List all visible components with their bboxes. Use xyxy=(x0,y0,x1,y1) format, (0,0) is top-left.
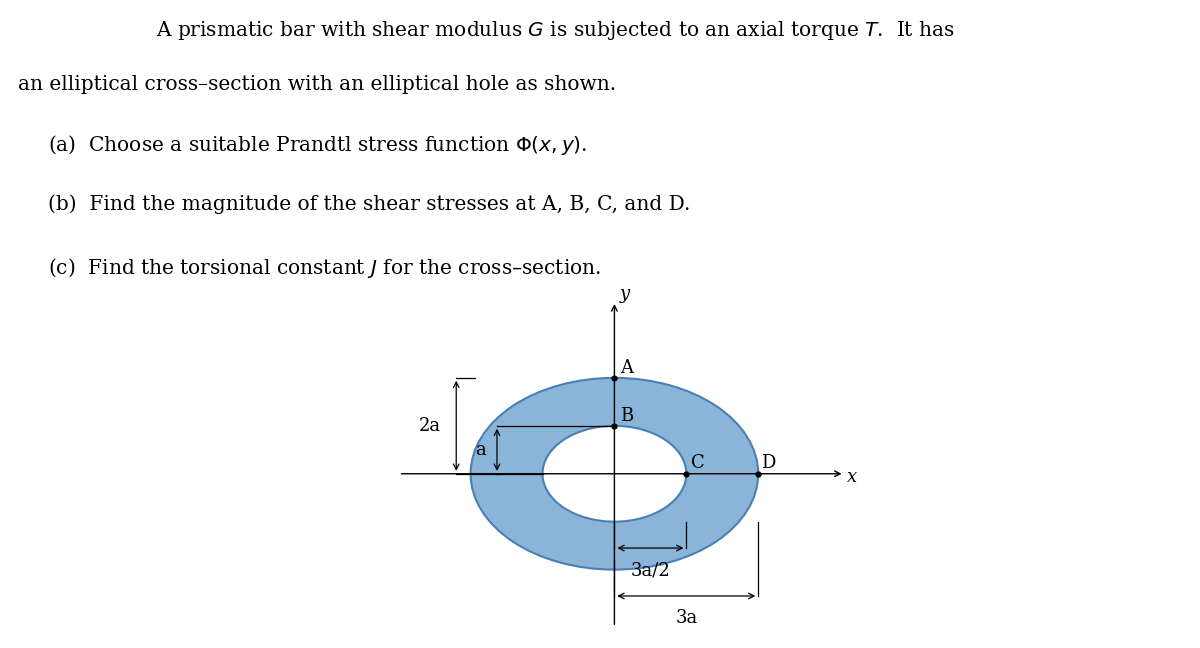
Ellipse shape xyxy=(542,426,686,522)
Text: a: a xyxy=(475,441,486,459)
Text: A prismatic bar with shear modulus $G$ is subjected to an axial torque $T$.  It : A prismatic bar with shear modulus $G$ i… xyxy=(156,19,955,42)
Text: (c)  Find the torsional constant $J$ for the cross–section.: (c) Find the torsional constant $J$ for … xyxy=(48,256,601,280)
Text: 3a: 3a xyxy=(676,609,697,627)
Text: y: y xyxy=(619,284,629,303)
Text: x: x xyxy=(847,469,857,487)
Text: 3a/2: 3a/2 xyxy=(630,561,671,579)
Text: an elliptical cross–section with an elliptical hole as shown.: an elliptical cross–section with an elli… xyxy=(18,75,616,93)
Text: C: C xyxy=(691,454,704,472)
Text: (b)  Find the magnitude of the shear stresses at A, B, C, and D.: (b) Find the magnitude of the shear stre… xyxy=(48,194,690,214)
Text: A: A xyxy=(620,359,634,377)
Text: (a)  Choose a suitable Prandtl stress function $\Phi(x, y)$.: (a) Choose a suitable Prandtl stress fun… xyxy=(48,133,587,157)
Ellipse shape xyxy=(470,378,758,570)
Text: B: B xyxy=(620,407,634,425)
Text: 2a: 2a xyxy=(419,417,440,435)
Text: D: D xyxy=(761,454,775,472)
